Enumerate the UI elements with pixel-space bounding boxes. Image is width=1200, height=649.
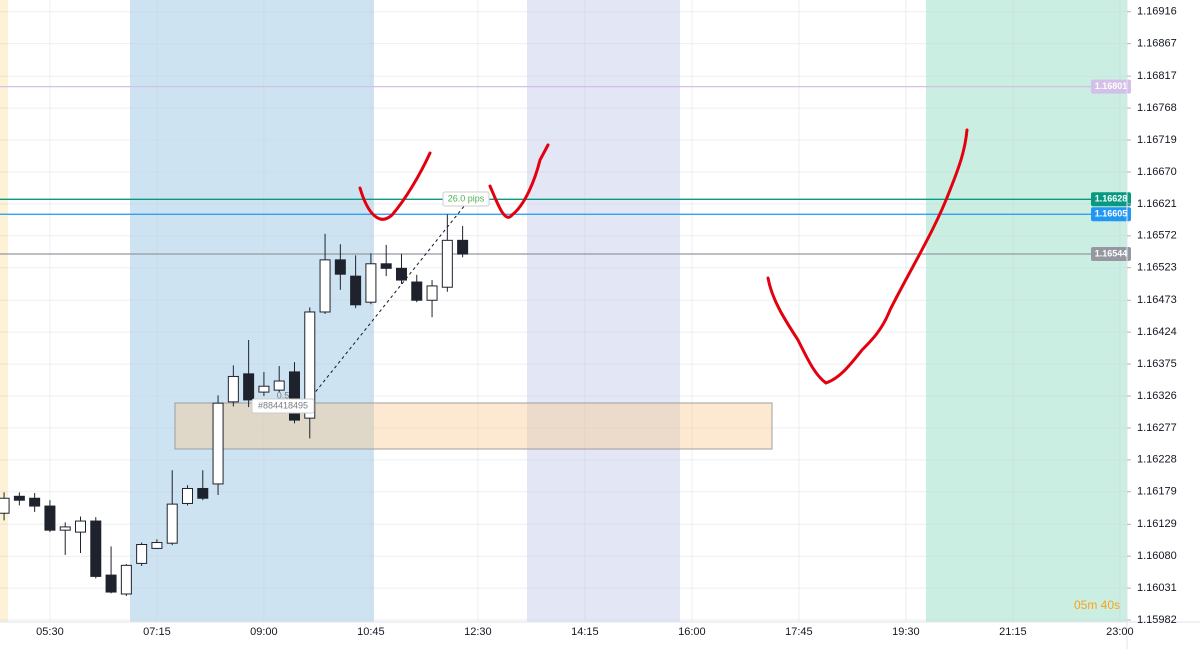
annotation: #884418495 <box>258 400 308 410</box>
candle-body <box>426 285 438 301</box>
session-zone <box>527 0 680 622</box>
annotations: 26.0 pips 0.5#884418495 <box>251 191 490 414</box>
annotation: 26.0 pips <box>448 193 485 203</box>
y-tick-label: 1.16817 <box>1137 70 1177 82</box>
y-tick-label: 1.16129 <box>1137 518 1177 530</box>
y-tick-label: 1.16768 <box>1137 102 1177 114</box>
annotation: 0.5 <box>277 390 290 400</box>
candle-body <box>319 259 331 313</box>
y-tick-label: 1.16523 <box>1137 262 1177 274</box>
y-tick-label: 1.16277 <box>1137 422 1177 434</box>
y-tick-label: 1.15982 <box>1137 614 1177 626</box>
y-tick-label: 1.16670 <box>1137 166 1177 178</box>
candle-timer: 05m 40s <box>1074 598 1120 612</box>
candles <box>0 214 469 596</box>
session-zone <box>926 0 1127 622</box>
price-label: 1.16801 <box>1095 81 1128 91</box>
candle-body <box>13 495 25 501</box>
candle-body <box>395 267 407 281</box>
price-label: 1.16628 <box>1095 194 1128 204</box>
candle-body <box>75 520 86 533</box>
candle-body <box>151 542 163 549</box>
x-tick-label: 14:15 <box>571 626 599 638</box>
candle-body <box>166 503 178 544</box>
hand-drawing <box>488 143 550 219</box>
candle-body <box>365 263 377 303</box>
candle-body <box>243 373 255 401</box>
y-tick-label: 1.16179 <box>1137 486 1177 498</box>
x-tick-label: 10:45 <box>357 626 385 638</box>
candle-body <box>380 263 392 269</box>
x-tick-label: 05:30 <box>36 626 64 638</box>
candle-body <box>90 520 102 577</box>
session-zone <box>0 0 8 622</box>
x-tick-label: 09:00 <box>250 626 278 638</box>
y-tick-label: 1.16916 <box>1137 6 1177 18</box>
candle-body <box>334 259 346 275</box>
candle-body <box>441 239 453 288</box>
x-tick-label: 23:00 <box>1106 626 1134 638</box>
annotation-box <box>251 398 315 414</box>
candle-body <box>212 402 224 485</box>
drawings <box>358 128 969 385</box>
x-tick-label: 21:15 <box>999 626 1027 638</box>
price-label-box <box>1091 79 1131 94</box>
y-tick-label: 1.16473 <box>1137 294 1177 306</box>
y-tick-label: 1.16228 <box>1137 454 1177 466</box>
y-tick-label: 1.16572 <box>1137 230 1177 242</box>
x-tick-label: 16:00 <box>678 626 706 638</box>
price-label-box <box>1091 207 1131 222</box>
candle-body <box>304 311 316 419</box>
hand-drawing <box>358 151 432 221</box>
y-tick-label: 1.16031 <box>1137 582 1177 594</box>
y-tick-label: 1.16080 <box>1137 550 1177 562</box>
candle-body <box>273 380 285 391</box>
y-tick-label: 1.16424 <box>1137 326 1177 338</box>
candle-body <box>136 543 148 564</box>
x-tick-label: 17:45 <box>785 626 813 638</box>
annotation-box <box>442 191 490 207</box>
hand-drawing <box>766 128 969 385</box>
candle-body <box>258 385 270 393</box>
candle-body <box>288 371 300 421</box>
candle-body <box>59 526 71 531</box>
x-tick-label: 19:30 <box>892 626 920 638</box>
candle-body <box>44 505 56 531</box>
candle-body <box>105 574 117 593</box>
session-zone <box>130 0 374 622</box>
candle-body <box>120 564 132 595</box>
price-label-box <box>1091 192 1131 207</box>
candle-body <box>350 275 362 306</box>
price-label: 1.16605 <box>1095 209 1128 219</box>
y-tick-label: 1.16326 <box>1137 390 1177 402</box>
price-label-box <box>1091 247 1131 262</box>
candle-body <box>181 487 193 504</box>
y-tick-label: 1.16375 <box>1137 358 1177 370</box>
y-tick-label: 1.16621 <box>1137 198 1177 210</box>
candle-body <box>227 375 239 403</box>
x-tick-label: 07:15 <box>143 626 171 638</box>
price-label: 1.16544 <box>1095 248 1128 258</box>
grid <box>0 0 1127 622</box>
axes: 1.16916 1.16867 1.16817 1.16768 1.16719 1.166… <box>36 6 1177 638</box>
y-tick-label: 1.16719 <box>1137 134 1177 146</box>
candle-body <box>411 281 423 301</box>
levels: 1.16801 1.16628 1.16605 1.16544 <box>0 79 1131 262</box>
candle-body <box>197 487 209 499</box>
y-tick-label: 1.16867 <box>1137 38 1177 50</box>
candle-body <box>29 497 41 507</box>
candle-body <box>0 497 10 514</box>
candle-body <box>457 239 469 255</box>
x-tick-label: 12:30 <box>464 626 492 638</box>
measure-line <box>296 204 466 416</box>
